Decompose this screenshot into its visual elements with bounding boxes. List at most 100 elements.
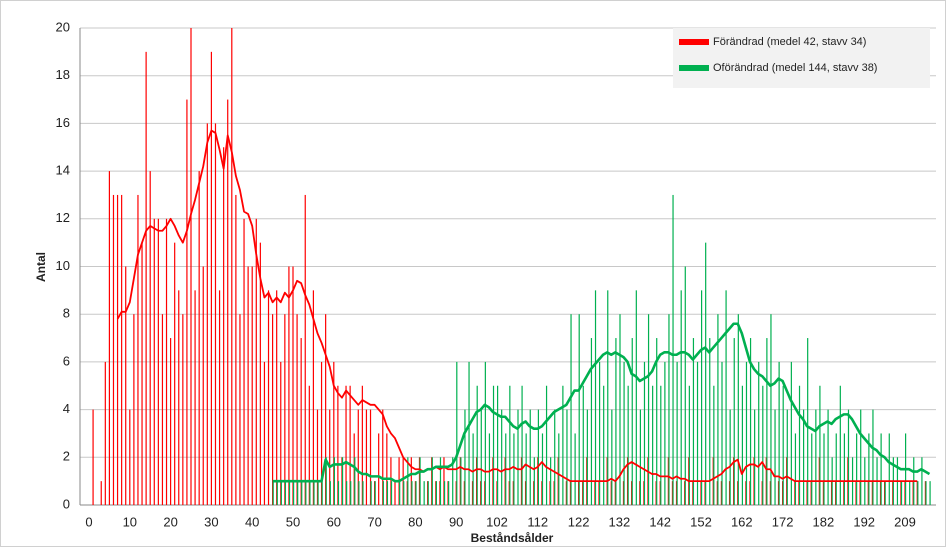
bar bbox=[554, 409, 556, 505]
bar bbox=[133, 314, 135, 505]
bar bbox=[415, 481, 417, 505]
bar bbox=[815, 409, 817, 505]
bar bbox=[762, 385, 764, 505]
bar bbox=[758, 361, 760, 505]
bar bbox=[880, 433, 882, 505]
bar bbox=[835, 433, 837, 505]
bar bbox=[705, 242, 707, 505]
bar bbox=[280, 361, 282, 505]
x-tick-label: 50 bbox=[286, 514, 300, 529]
bar bbox=[749, 481, 751, 505]
bar bbox=[170, 338, 172, 505]
bar bbox=[480, 409, 482, 505]
bar bbox=[300, 338, 302, 505]
bar bbox=[125, 266, 127, 505]
bar bbox=[529, 409, 531, 505]
bar bbox=[214, 123, 217, 506]
bar bbox=[635, 290, 637, 505]
y-tick-label: 4 bbox=[63, 401, 70, 416]
bar bbox=[288, 481, 291, 505]
bar bbox=[603, 385, 605, 505]
bar bbox=[501, 409, 503, 505]
bar bbox=[794, 433, 797, 505]
bar bbox=[153, 218, 155, 506]
bar bbox=[223, 147, 225, 505]
bar bbox=[492, 385, 495, 505]
bar bbox=[280, 481, 282, 505]
bar bbox=[558, 433, 560, 505]
bar bbox=[847, 409, 850, 505]
bar bbox=[337, 385, 339, 505]
bar bbox=[570, 314, 572, 505]
bar bbox=[317, 481, 319, 505]
bar bbox=[721, 361, 723, 505]
bar bbox=[929, 481, 931, 505]
bar bbox=[794, 481, 796, 505]
bar bbox=[716, 481, 718, 505]
bar bbox=[921, 457, 923, 505]
bar bbox=[100, 481, 102, 505]
bar bbox=[312, 290, 314, 505]
bar bbox=[778, 361, 780, 505]
bar bbox=[823, 433, 825, 505]
bar bbox=[745, 361, 748, 505]
bar bbox=[349, 385, 351, 505]
x-tick-label: 122 bbox=[568, 514, 590, 529]
bar bbox=[301, 481, 303, 505]
x-tick-label: 60 bbox=[327, 514, 341, 529]
bar bbox=[749, 338, 752, 505]
bar bbox=[668, 314, 670, 505]
bar bbox=[786, 409, 788, 505]
bar bbox=[276, 481, 278, 505]
bar bbox=[333, 361, 335, 505]
bar bbox=[827, 409, 829, 505]
bar bbox=[358, 481, 360, 505]
x-tick-label: 152 bbox=[690, 514, 712, 529]
bar bbox=[112, 194, 115, 505]
bar bbox=[129, 409, 131, 505]
bar bbox=[925, 481, 927, 505]
bar bbox=[713, 385, 715, 505]
bar bbox=[545, 385, 548, 505]
bar bbox=[754, 409, 756, 505]
bar bbox=[370, 481, 372, 505]
bar bbox=[464, 409, 466, 505]
bar bbox=[218, 290, 221, 505]
bar bbox=[476, 385, 478, 505]
bar bbox=[856, 433, 858, 505]
bar bbox=[688, 385, 690, 505]
bar bbox=[354, 457, 356, 505]
bar bbox=[178, 290, 180, 505]
bar bbox=[509, 385, 511, 505]
bar bbox=[456, 361, 458, 505]
bar bbox=[403, 481, 405, 505]
bar bbox=[369, 409, 372, 505]
bar bbox=[639, 409, 641, 505]
bar bbox=[227, 99, 229, 506]
bar bbox=[533, 457, 535, 505]
x-tick-label: 132 bbox=[609, 514, 631, 529]
bar bbox=[659, 481, 661, 505]
bar bbox=[452, 457, 454, 505]
y-tick-label: 20 bbox=[56, 19, 70, 34]
bar bbox=[341, 457, 344, 505]
legend-box bbox=[673, 28, 930, 88]
bar bbox=[263, 361, 266, 505]
bar bbox=[623, 361, 625, 505]
x-tick-label: 102 bbox=[486, 514, 508, 529]
bar bbox=[761, 481, 763, 505]
bar bbox=[337, 481, 340, 505]
bar bbox=[807, 338, 809, 505]
bar bbox=[909, 481, 911, 505]
legend-swatch bbox=[679, 65, 709, 71]
bar bbox=[145, 51, 147, 505]
bar bbox=[272, 481, 274, 505]
bar bbox=[325, 314, 327, 505]
bar bbox=[305, 481, 307, 505]
bar bbox=[382, 481, 384, 505]
bar bbox=[562, 385, 564, 505]
x-tick-label: 112 bbox=[527, 514, 548, 529]
bar bbox=[293, 481, 295, 505]
bar bbox=[116, 194, 119, 505]
bar bbox=[174, 242, 176, 505]
